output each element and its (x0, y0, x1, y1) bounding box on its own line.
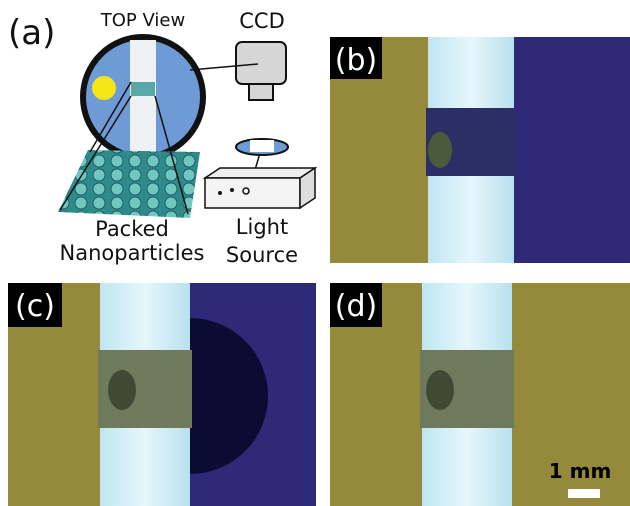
knob (218, 191, 222, 195)
sample-label: Packed (95, 217, 169, 241)
gap-feature (426, 370, 454, 410)
label-box (330, 283, 382, 327)
nanoparticle-image (58, 150, 200, 218)
panel-label: (a) (8, 13, 55, 53)
zoom-line (154, 95, 189, 215)
panel-label: (c) (15, 289, 55, 324)
light-source-side (299, 166, 316, 210)
source-label: Source (226, 243, 298, 267)
gap (131, 82, 155, 96)
panel-label: (d) (335, 289, 377, 324)
camera (235, 41, 287, 85)
scale-label: 1 mm (549, 459, 612, 483)
sample-label: Nanoparticles (60, 241, 205, 265)
gap-feature (428, 132, 452, 168)
arrow (189, 63, 259, 71)
camera-label: CCD (239, 9, 285, 33)
label-box (8, 283, 62, 327)
dark-region (190, 318, 268, 474)
panel-b: (b) (330, 37, 630, 263)
knob (230, 188, 234, 192)
droplet (92, 76, 116, 100)
gap-feature (108, 370, 136, 410)
panel-a: (a) TOP View Packed Nanoparticles CCD Li… (8, 9, 318, 267)
panel-c: (c) (8, 283, 316, 506)
label-box (330, 37, 382, 79)
zoom-line (89, 81, 132, 153)
top-view-label: TOP View (100, 10, 185, 31)
lens-center (250, 140, 274, 152)
panel-label: (b) (335, 43, 377, 78)
zoom-line (59, 95, 132, 211)
electrode-strip (130, 40, 156, 154)
knob (242, 187, 250, 195)
camera-lens (248, 83, 274, 101)
scale-bar (568, 489, 600, 498)
panel-d: (d) 1 mm (330, 283, 630, 506)
droplet-region (512, 37, 630, 263)
source-label: Light (236, 215, 288, 239)
light-source-top (202, 167, 318, 179)
